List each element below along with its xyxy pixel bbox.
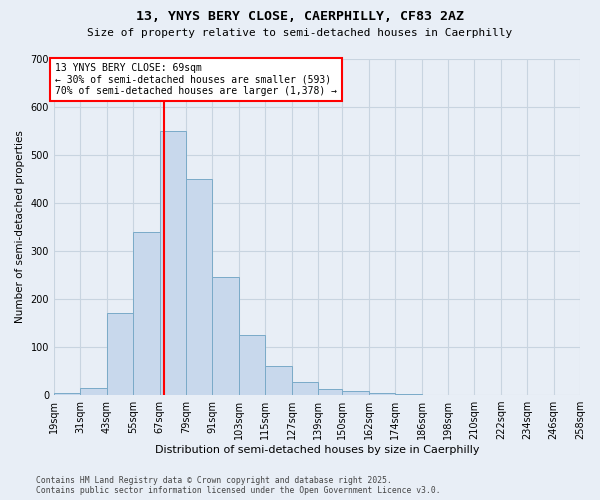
Bar <box>368 392 395 395</box>
Bar <box>54 392 80 395</box>
Text: Size of property relative to semi-detached houses in Caerphilly: Size of property relative to semi-detach… <box>88 28 512 38</box>
Text: 13, YNYS BERY CLOSE, CAERPHILLY, CF83 2AZ: 13, YNYS BERY CLOSE, CAERPHILLY, CF83 2A… <box>136 10 464 23</box>
Bar <box>395 394 422 395</box>
Text: Contains HM Land Registry data © Crown copyright and database right 2025.
Contai: Contains HM Land Registry data © Crown c… <box>36 476 440 495</box>
Bar <box>318 389 342 395</box>
Bar <box>292 382 318 395</box>
Bar <box>239 335 265 395</box>
Text: 13 YNYS BERY CLOSE: 69sqm
← 30% of semi-detached houses are smaller (593)
70% of: 13 YNYS BERY CLOSE: 69sqm ← 30% of semi-… <box>55 63 337 96</box>
Bar <box>342 391 368 395</box>
Bar <box>212 278 239 395</box>
Bar <box>160 131 186 395</box>
Bar <box>107 314 133 395</box>
Bar <box>80 388 107 395</box>
Bar <box>133 232 160 395</box>
Y-axis label: Number of semi-detached properties: Number of semi-detached properties <box>15 130 25 324</box>
Bar <box>186 179 212 395</box>
X-axis label: Distribution of semi-detached houses by size in Caerphilly: Distribution of semi-detached houses by … <box>155 445 479 455</box>
Bar <box>265 366 292 395</box>
